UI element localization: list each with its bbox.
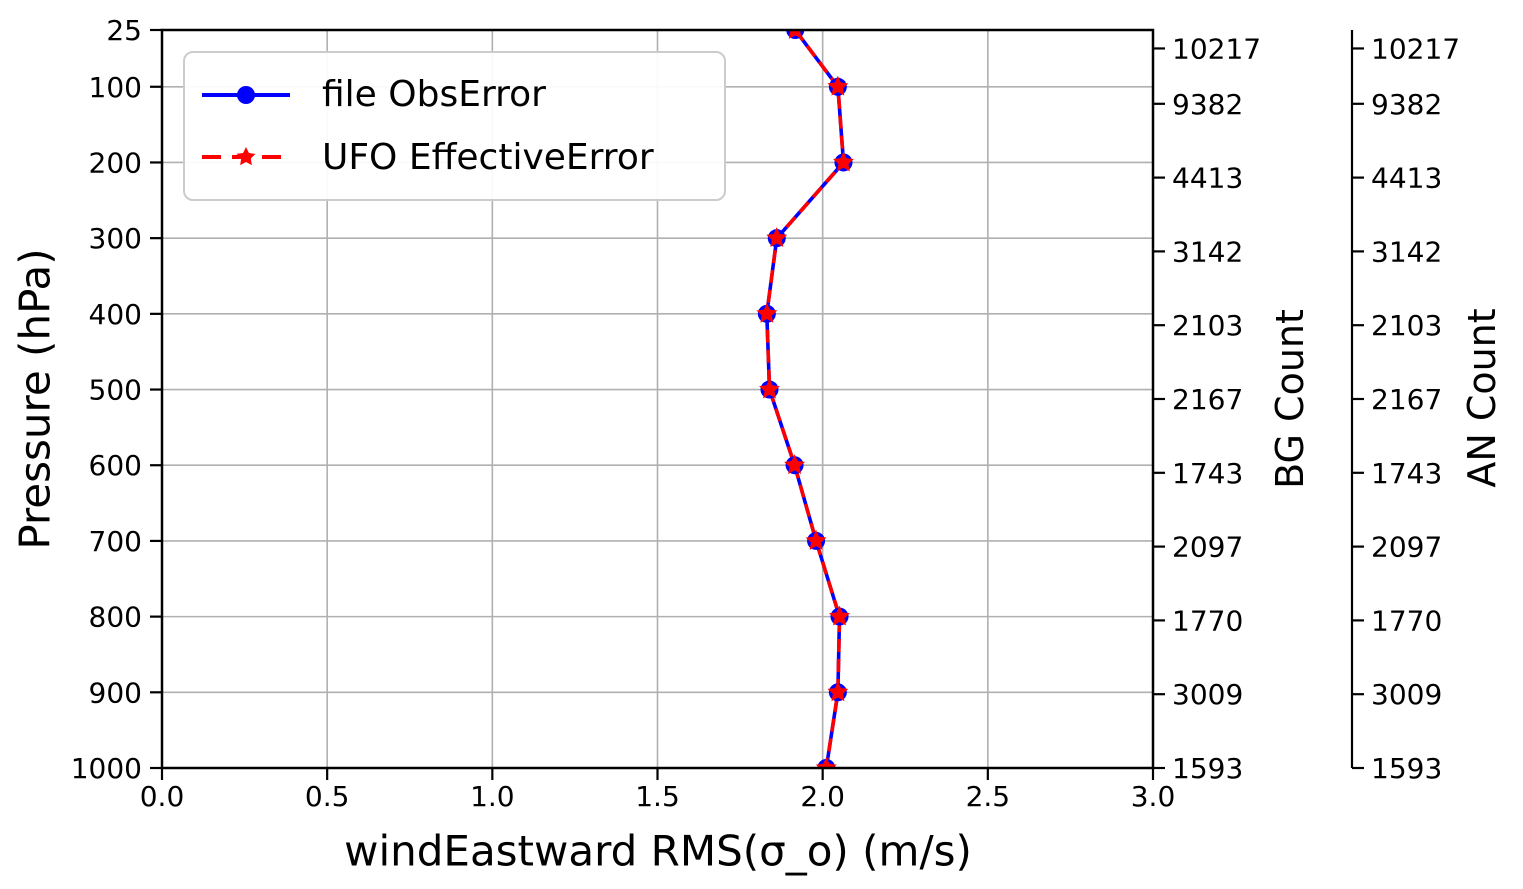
y-tick-label: 200 [89,146,142,179]
y-tick-label: 500 [89,374,142,407]
star-marker [827,75,849,96]
an-count-tick-label: 4413 [1371,162,1442,195]
bg-count-tick-label: 3142 [1172,235,1243,268]
an-count-tick-label: 1593 [1371,752,1442,785]
star-marker [833,151,854,172]
y-tick-label: 600 [89,449,142,482]
y-axis-label: Pressure (hPa) [10,248,60,550]
an-count-tick-label: 3142 [1371,235,1442,268]
star-marker [759,378,780,399]
x-tick-label: 2.0 [800,780,845,813]
x-tick-label: 2.5 [966,780,1011,813]
legend: file ObsError UFO EffectiveError [183,51,726,201]
y-tick-label: 400 [89,298,142,331]
x-axis-label: windEastward RMS(σ_o) (m/s) [344,826,972,876]
y-tick-label: 1000 [71,752,142,785]
bg-count-tick-label: 2103 [1172,309,1243,342]
bg-count-tick-label: 1770 [1172,604,1243,637]
star-marker [815,757,837,768]
star-marker [827,681,849,702]
bg-count-axis-label: BG Count [1268,309,1312,489]
bg-count-tick-label: 2097 [1172,531,1243,564]
x-tick-label: 1.0 [470,780,515,813]
bg-count-tick-label: 2167 [1172,383,1243,416]
x-tick-label: 0.5 [305,780,350,813]
y-tick-label: 100 [89,71,142,104]
an-count-tick-label: 1770 [1371,604,1442,637]
star-marker [756,302,778,323]
an-count-tick-label: 1743 [1371,457,1442,490]
series-line-ufo-effectiveerror [764,30,846,768]
y-tick-label: 800 [89,601,142,634]
y-tick-label: 25 [106,14,142,47]
bg-count-tick-label: 1593 [1172,752,1243,785]
an-count-tick-label: 2103 [1371,309,1442,342]
legend-item-ufo-effectiveerror: UFO EffectiveError [200,136,724,178]
an-count-tick-label: 10217 [1371,32,1460,65]
bg-count-tick-label: 10217 [1172,32,1261,65]
series-group [756,30,854,768]
bg-count-tick-label: 3009 [1172,678,1243,711]
star-marker [784,454,806,475]
x-tick-label: 1.5 [635,780,680,813]
y-tick-label: 700 [89,525,142,558]
an-count-axis-label: AN Count [1460,308,1504,488]
x-tick-label: 0.0 [140,780,185,813]
legend-item-file-obserror: file ObsError [200,74,724,116]
legend-sample-solid-circle-icon [202,85,290,104]
legend-sample-dashed-star-icon [202,147,290,166]
y-tick-label: 300 [89,222,142,255]
legend-label: file ObsError [322,74,546,116]
bg-count-tick-label: 4413 [1172,162,1243,195]
bg-count-tick-label: 1743 [1172,457,1243,490]
star-marker [766,227,788,248]
an-count-tick-label: 2167 [1371,383,1442,416]
x-tick-label: 3.0 [1131,780,1176,813]
legend-label: UFO EffectiveError [322,136,654,178]
star-marker [805,529,827,550]
star-marker [788,30,802,39]
star-marker [829,605,850,626]
y-tick-label: 900 [89,676,142,709]
an-count-tick-label: 2097 [1371,531,1442,564]
bg-count-tick-label: 9382 [1172,88,1243,121]
an-count-tick-label: 9382 [1371,88,1442,121]
an-count-tick-label: 3009 [1371,678,1442,711]
series-line-file-obserror [764,30,846,768]
